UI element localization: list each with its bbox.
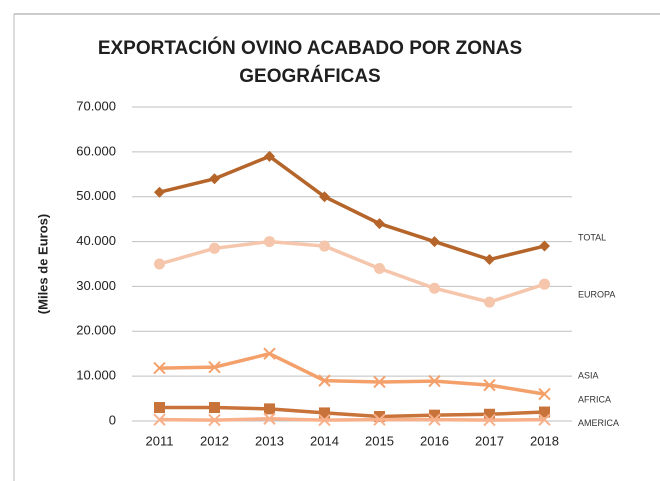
marker: [263, 412, 276, 425]
marker: [428, 374, 441, 388]
marker: [319, 407, 330, 419]
marker: [318, 413, 331, 427]
marker: [539, 240, 550, 252]
marker: [484, 254, 495, 266]
marker: [429, 236, 440, 248]
y-tick-label: 0: [109, 412, 116, 427]
marker: [264, 403, 275, 415]
marker: [483, 413, 496, 427]
y-tick-label: 70.000: [76, 98, 116, 113]
chart-title: EXPORTACIÓN OVINO ACABADO POR ZONAS: [98, 37, 522, 59]
y-tick-label: 30.000: [76, 278, 116, 293]
marker: [209, 402, 220, 414]
marker: [318, 374, 331, 387]
series-line: [159, 154, 545, 262]
marker: [153, 361, 166, 375]
marker: [154, 186, 165, 198]
series-label: EUROPA: [578, 290, 615, 300]
marker: [483, 378, 496, 392]
marker: [263, 347, 276, 360]
x-tick-label: 2011: [146, 433, 174, 448]
y-tick-label: 20.000: [76, 323, 116, 338]
series-line: [159, 351, 545, 396]
marker: [538, 413, 551, 426]
series-line: [159, 405, 545, 419]
series-line: [159, 417, 545, 422]
marker: [264, 236, 275, 248]
marker: [319, 240, 330, 252]
chart-title: GEOGRÁFICAS: [239, 65, 380, 87]
marker: [319, 191, 330, 203]
x-tick-label: 2016: [420, 433, 449, 448]
marker: [374, 262, 385, 274]
y-tick-label: 60.000: [76, 143, 116, 158]
series-label: ASIA: [578, 370, 599, 380]
marker: [539, 278, 550, 290]
marker: [539, 406, 550, 418]
marker: [429, 282, 440, 294]
y-tick-label: 50.000: [76, 188, 116, 203]
y-axis-title: (Miles de Euros): [35, 214, 50, 314]
marker: [209, 242, 220, 254]
x-tick-label: 2012: [200, 433, 229, 448]
x-tick-label: 2015: [365, 433, 394, 448]
marker: [429, 409, 440, 421]
marker: [208, 413, 221, 427]
marker: [153, 413, 166, 426]
y-tick-label: 10.000: [76, 368, 116, 383]
x-tick-label: 2014: [310, 433, 339, 448]
series-line: [159, 239, 546, 304]
series-label: AMERICA: [578, 418, 619, 428]
x-tick-label: 2018: [530, 433, 559, 448]
marker: [373, 375, 386, 389]
marker: [538, 387, 551, 401]
marker: [428, 413, 441, 426]
marker: [208, 360, 221, 374]
marker: [373, 413, 386, 426]
x-tick-label: 2017: [475, 433, 504, 448]
y-tick-label: 40.000: [76, 233, 116, 248]
marker: [154, 402, 165, 414]
marker: [209, 173, 220, 185]
x-tick-label: 2013: [255, 433, 284, 448]
marker: [264, 150, 275, 162]
marker: [484, 408, 495, 420]
marker: [374, 218, 385, 230]
marker: [374, 411, 385, 423]
marker: [154, 258, 165, 270]
series-label: TOTAL: [578, 232, 606, 242]
series-label: AFRICA: [578, 394, 611, 404]
marker: [484, 296, 495, 308]
